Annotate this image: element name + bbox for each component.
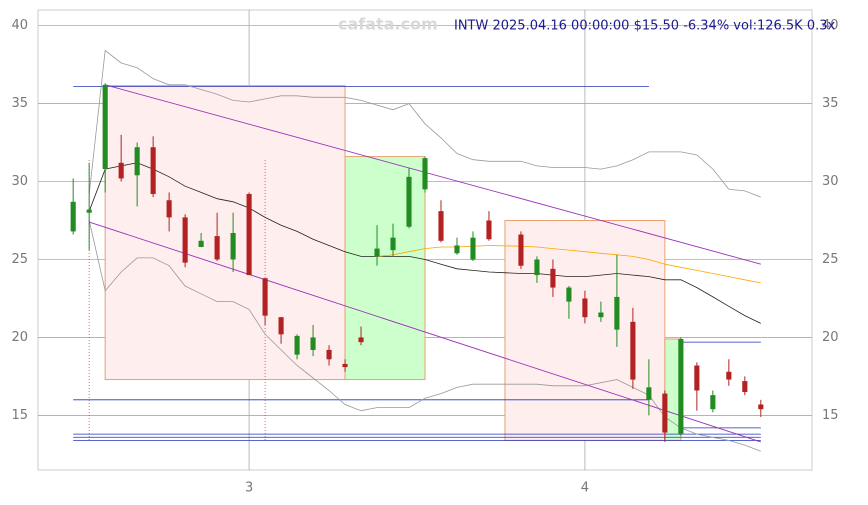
candle-body (102, 84, 108, 170)
zone-box (344, 156, 426, 381)
candle-body (470, 237, 476, 260)
candle-body (518, 234, 524, 266)
y-tick-label: 20 (11, 330, 28, 345)
candle-body (630, 321, 636, 380)
y-tick-label-right: 35 (822, 96, 839, 111)
x-tick-label: 3 (245, 481, 253, 496)
candle-body (310, 337, 316, 350)
x-tick-label: 4 (581, 481, 589, 496)
y-tick-label: 35 (11, 96, 28, 111)
candle-body (614, 296, 620, 330)
candle-body (486, 220, 492, 240)
candle-body (406, 176, 412, 227)
candle-body (534, 259, 540, 276)
candle-body (86, 209, 92, 213)
candle-body (278, 317, 284, 335)
y-tick-label-right: 30 (822, 174, 839, 189)
candle-body (326, 349, 332, 360)
indicator-line (88, 220, 761, 452)
candle-body (358, 337, 364, 343)
watermark: cafata.com (338, 15, 438, 34)
candle-body (230, 232, 236, 260)
candle-body (438, 211, 444, 241)
y-tick-label: 40 (11, 18, 28, 33)
candle-body (294, 335, 300, 355)
candle-body (710, 395, 716, 410)
candle-body (694, 365, 700, 391)
candle-body (118, 162, 124, 179)
indicator-line (376, 245, 761, 284)
candle-body (262, 278, 268, 316)
y-tick-label-right: 40 (822, 18, 839, 33)
candle-body (70, 201, 76, 232)
candle-body (134, 147, 140, 176)
candle-body (150, 147, 156, 194)
candle-body (566, 287, 572, 302)
candle-body (214, 236, 220, 260)
layer: 15 15 20 20 25 25 30 30 35 35 40 40 3 4 (11, 10, 839, 496)
y-tick-label: 15 (11, 408, 28, 423)
y-tick-label-right: 25 (822, 252, 839, 267)
trend-line (105, 84, 761, 265)
candle-body (374, 248, 380, 257)
candle-body (182, 217, 188, 263)
zone-box (504, 220, 666, 441)
candle-body (422, 158, 428, 190)
candle-body (166, 200, 172, 218)
candle-body (342, 363, 348, 368)
candle-body (454, 245, 460, 254)
candle-body (198, 240, 204, 248)
candle-body (726, 371, 732, 380)
candle-body (758, 404, 764, 410)
candle-body (678, 339, 684, 435)
candle-body (646, 387, 652, 400)
y-tick-label: 30 (11, 174, 28, 189)
candle-body (598, 312, 604, 318)
indicator-line (88, 49, 761, 198)
candle-body (550, 268, 556, 288)
y-tick-label: 25 (11, 252, 28, 267)
candle-body (662, 393, 668, 433)
y-tick-label-right: 15 (822, 408, 839, 423)
candle-body (742, 381, 748, 393)
candle-body (582, 298, 588, 318)
zone-box (104, 85, 346, 381)
indicator-line (88, 162, 761, 324)
candle-body (390, 237, 396, 251)
chart-title: INTW 2025.04.16 00:00:00 $15.50 -6.34% v… (454, 19, 835, 34)
y-tick-label-right: 20 (822, 330, 839, 345)
candle-body (246, 194, 252, 276)
